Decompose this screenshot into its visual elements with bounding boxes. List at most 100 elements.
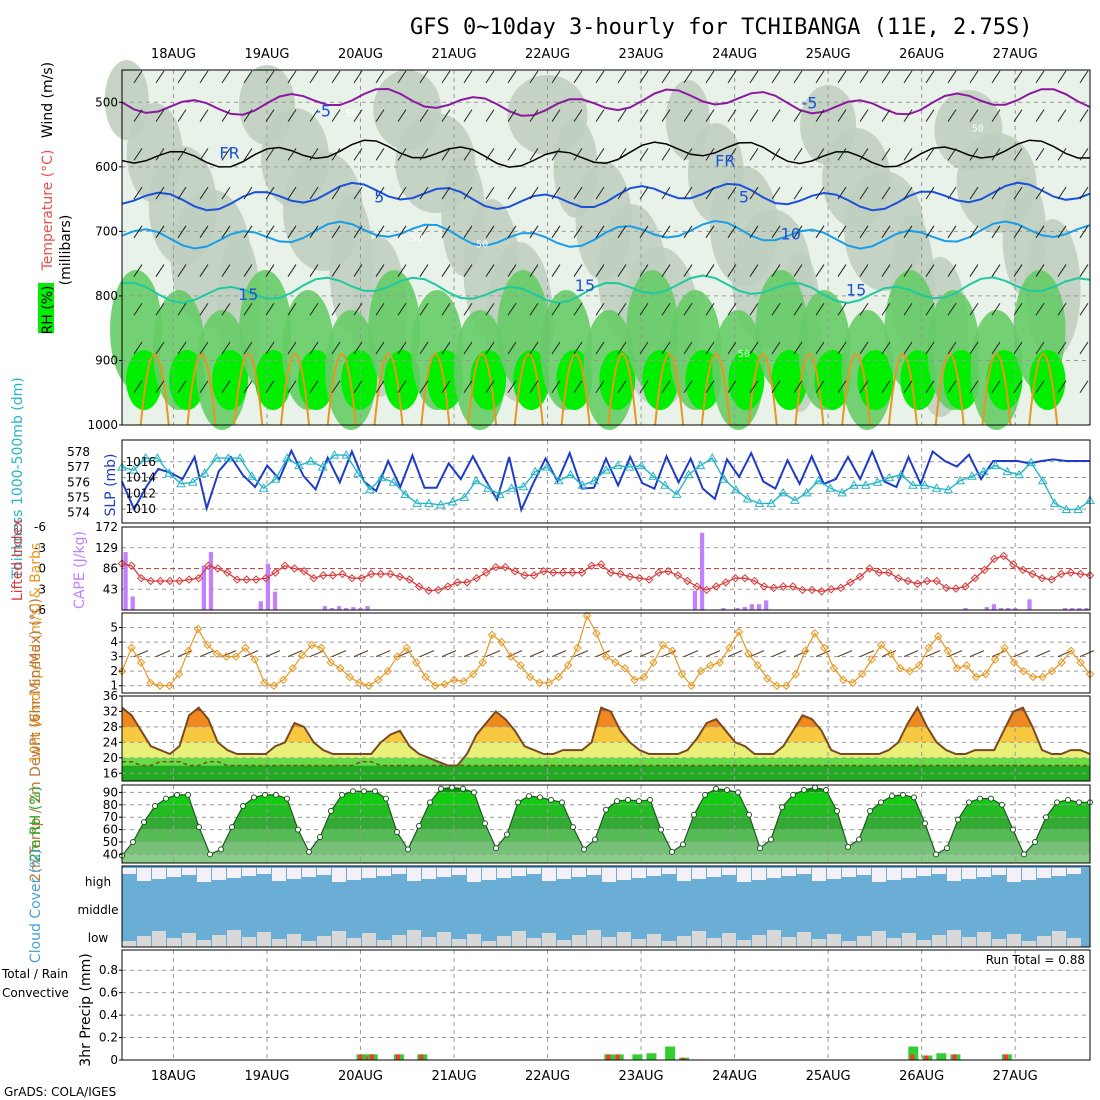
low-cloud-block <box>902 933 916 947</box>
wind-speed-point <box>364 681 373 690</box>
precip-convective-bar <box>369 1054 374 1060</box>
cape-bar <box>258 601 263 610</box>
lifted-index-point <box>577 568 587 577</box>
wind-speed-point <box>801 646 810 656</box>
wind-barb <box>133 380 143 394</box>
wind-barb <box>1079 302 1089 316</box>
dewpoint-line <box>122 760 1090 767</box>
lifted-index-point <box>989 554 999 564</box>
wind-barb <box>881 380 891 394</box>
cloud-layer-label: high <box>85 875 111 889</box>
precip-convective-bar <box>681 1057 686 1060</box>
rh-point <box>812 784 818 791</box>
surface-wind-barb <box>683 650 699 658</box>
wind-barb <box>221 70 231 84</box>
high-cloud-block <box>917 868 931 876</box>
thickness-point <box>1002 466 1013 476</box>
thickness-point <box>955 475 966 485</box>
high-cloud-block <box>962 868 976 879</box>
y-tick-label: -3 <box>34 541 46 555</box>
wind-barb <box>199 341 209 355</box>
wind-barb <box>1035 264 1045 277</box>
wind-barb <box>177 109 187 122</box>
wind-barb <box>419 264 429 277</box>
lifted-index-point <box>443 582 453 591</box>
rh-point <box>570 824 576 831</box>
cape-bar <box>764 600 769 610</box>
wind-barb <box>309 225 319 239</box>
wind-barb <box>837 302 847 316</box>
rh-point <box>383 795 389 802</box>
wind-barb <box>441 186 451 200</box>
precip-total-bar <box>632 1054 643 1060</box>
lifted-index-point <box>184 575 194 584</box>
lifted-index-point <box>846 578 855 587</box>
wind-barb <box>771 302 781 316</box>
surface-wind-barb <box>705 650 721 658</box>
thickness-point <box>967 471 977 480</box>
thickness-point <box>1073 504 1084 513</box>
high-cloud-block <box>872 868 886 882</box>
wind-barb <box>661 148 671 161</box>
lifted-index-point <box>520 571 529 580</box>
low-cloud-block <box>677 936 691 947</box>
rh-point <box>295 826 301 833</box>
rh-point <box>152 803 158 810</box>
surface-wind-barb <box>1013 650 1029 658</box>
y-tick-label: 172 <box>95 520 118 534</box>
surface-wind-barb <box>617 650 633 658</box>
high-cloud-block <box>152 868 166 879</box>
wind-barb <box>353 341 363 355</box>
rh-point <box>416 822 422 829</box>
wind-barb <box>881 148 891 161</box>
top-date-label: 24AUG <box>712 47 757 62</box>
rh-point <box>174 791 180 798</box>
y-tick-label: 43 <box>103 582 118 596</box>
cape-bar <box>336 606 342 610</box>
wind-barb <box>837 380 847 394</box>
wind-barb <box>837 70 847 84</box>
wind-barb <box>749 225 759 239</box>
bottom-date-label: 19AUG <box>244 1069 289 1084</box>
wind-barb <box>397 341 407 355</box>
wind-barb <box>331 264 341 277</box>
rh-point <box>878 799 884 806</box>
top-date-label: 20AUG <box>338 47 383 62</box>
thickness-point <box>1026 457 1036 467</box>
lifted-index-point <box>501 562 510 572</box>
rh-color-band <box>122 854 1090 863</box>
wind-barb <box>595 302 605 316</box>
wind-barb <box>243 186 253 200</box>
rh-contour-label: 50 <box>738 349 750 360</box>
wind-barb <box>551 148 561 161</box>
surface-wind-barb <box>441 650 457 658</box>
rh-point <box>427 799 433 806</box>
lifted-index-point <box>788 582 798 591</box>
wind-barb <box>397 186 407 200</box>
panel-y-label: 2m Temp / 2m DewPt (6hr Min/Max) (°C) <box>28 598 44 882</box>
surface-wind-barb <box>815 650 831 658</box>
wind-barb <box>529 225 539 239</box>
wind-speed-point <box>1019 666 1028 676</box>
cape-bar <box>208 552 214 610</box>
lifted-index-point <box>702 585 711 595</box>
high-cloud-block <box>737 868 751 882</box>
wind-barb <box>397 148 407 161</box>
thickness-point <box>589 475 600 485</box>
bottom-date-label: 24AUG <box>712 1069 757 1084</box>
wind-barb <box>441 109 451 122</box>
lifted-index-point <box>299 567 309 576</box>
rh-point <box>240 803 246 810</box>
wind-barb <box>881 186 891 200</box>
wind-barb <box>573 186 583 200</box>
wind-speed-point <box>288 664 298 673</box>
wind-speed-point <box>440 680 449 689</box>
wind-barb <box>375 70 385 84</box>
high-cloud-block <box>707 868 721 877</box>
wind-barb <box>617 70 627 84</box>
wind-barb <box>309 341 319 355</box>
wind-barb <box>771 341 781 355</box>
wind-barb <box>375 225 385 239</box>
wind-barb <box>1035 186 1045 200</box>
